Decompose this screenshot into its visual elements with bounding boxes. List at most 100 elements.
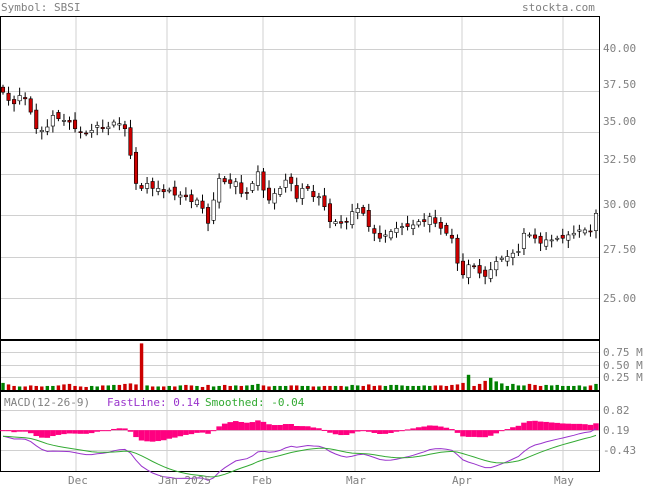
candle-down (377, 232, 382, 239)
volume-bar (433, 385, 437, 390)
macd-histogram-bar (199, 430, 206, 433)
volume-bar (78, 386, 83, 390)
macd-fast-line (2, 428, 597, 481)
candle-down (372, 228, 377, 234)
volume-bar (184, 384, 188, 390)
volume-bar (577, 385, 582, 390)
macd-histogram-bar (454, 430, 461, 433)
volume-bar (211, 386, 216, 390)
volume-bar (378, 385, 382, 390)
volume-bar (289, 385, 293, 390)
macd-histogram-bar (426, 425, 433, 431)
macd-histogram-bar (521, 422, 527, 431)
price-y-axis: 40.00 37.50 35.00 32.50 30.00 27.50 25.0… (603, 42, 636, 305)
volume-bar (522, 385, 526, 390)
volume-bar (272, 385, 277, 390)
candle-down (0, 86, 6, 93)
x-axis: Dec Jan 2025 Feb Mar Apr May (68, 474, 574, 486)
macd-panel-frame (0, 391, 600, 472)
volume-bar (278, 385, 282, 390)
volume-bar (350, 384, 354, 390)
macd-histogram-bar (33, 430, 40, 437)
candle-down (560, 234, 565, 239)
candle-up (499, 257, 504, 260)
macd-histogram-bar (288, 424, 294, 431)
candle-up (117, 123, 122, 126)
volume-bar (561, 385, 565, 390)
macd-histogram-bar (27, 430, 34, 434)
candle-up (571, 232, 576, 236)
macd-histogram-bar (343, 430, 350, 435)
volume-bar (51, 385, 55, 390)
candle-down (28, 98, 33, 113)
macd-histogram-bar (504, 429, 511, 431)
macd-tick-label: -0.43 (603, 444, 636, 457)
volume-bar (234, 385, 238, 390)
site-label: stockta.com (522, 1, 595, 14)
macd-histogram-bar (149, 430, 156, 442)
candle-down (73, 119, 78, 129)
macd-histogram-bar (0, 430, 6, 432)
volume-bars (1, 343, 598, 390)
volume-bar (439, 385, 443, 390)
candle-up (577, 229, 582, 232)
candle-up (211, 199, 216, 221)
candle-up (516, 251, 521, 253)
volume-bar (472, 385, 476, 390)
price-grid (1, 17, 599, 339)
candle-down (189, 194, 194, 203)
candle-down (294, 185, 299, 199)
macd-histogram-bar (94, 430, 100, 432)
macd-histogram-bar (221, 423, 228, 431)
macd-histogram-bar (232, 421, 239, 431)
macd-histogram-bar (399, 430, 405, 432)
macd-histogram-bar (266, 424, 272, 431)
candle-up (555, 237, 560, 240)
candle-up (510, 252, 515, 258)
macd-histogram-bar (438, 426, 444, 431)
price-panel-frame (0, 16, 600, 340)
macd-histogram-bar (499, 430, 505, 432)
candle-down (339, 221, 344, 224)
price-tick-label: 37.50 (603, 78, 636, 91)
candle-up (111, 121, 116, 126)
volume-bar (73, 385, 77, 390)
volume-bar (139, 343, 144, 390)
volume-bar (62, 384, 66, 390)
volume-bar (145, 385, 149, 390)
macd-histogram-bar (510, 427, 516, 431)
candle-down (438, 222, 443, 229)
macd-histogram-bar (177, 430, 184, 437)
macd-histogram-bar (532, 420, 538, 431)
volume-bar (178, 385, 183, 390)
macd-histogram-bar (133, 430, 139, 438)
price-candles (0, 84, 599, 285)
candle-down (477, 265, 482, 274)
volume-bar (516, 385, 521, 390)
macd-histogram-bar (548, 422, 555, 431)
volume-bar (283, 385, 288, 390)
macd-histogram-bar (188, 430, 195, 435)
macd-histogram-bar (116, 428, 123, 431)
volume-bar (261, 385, 266, 390)
macd-histogram-bar (476, 430, 483, 438)
macd-histogram-bar (316, 428, 322, 431)
candle-up (167, 189, 172, 192)
candle-up (194, 199, 199, 206)
candle-down (433, 217, 438, 224)
macd-histogram-bar (227, 422, 233, 431)
macd-histogram-bar (571, 423, 577, 431)
macd-histogram-bar (293, 426, 300, 431)
macd-histogram-bar (122, 428, 128, 431)
macd-histogram-bar (393, 430, 400, 432)
candle-up (466, 264, 471, 279)
volume-bar (134, 384, 138, 390)
candle-down (311, 191, 316, 198)
candle-up (156, 188, 161, 192)
macd-histogram-bar (44, 430, 51, 438)
volume-bar (588, 385, 593, 390)
macd-histogram-bar (554, 422, 560, 431)
volume-bar (594, 383, 598, 390)
volume-bar (394, 384, 399, 390)
macd-histogram-bar (432, 425, 439, 431)
